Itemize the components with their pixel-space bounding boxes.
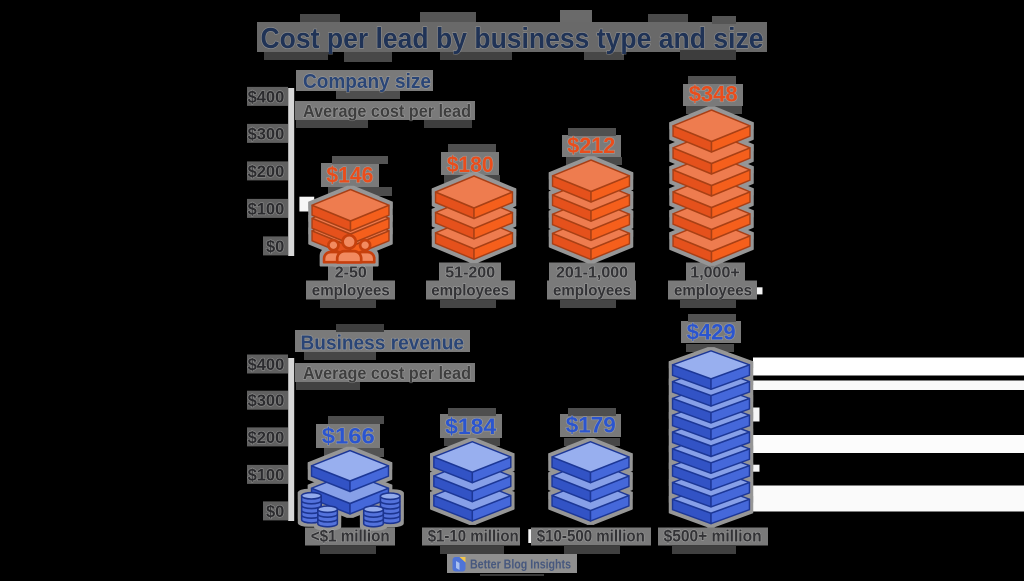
svg-text:$300: $300 <box>248 125 285 143</box>
svg-text:$166: $166 <box>322 424 375 449</box>
svg-text:$200: $200 <box>248 429 285 447</box>
svg-text:Average cost per lead: Average cost per lead <box>303 363 471 383</box>
svg-text:$200: $200 <box>248 163 285 181</box>
svg-text:$200: $200 <box>248 163 285 181</box>
svg-text:$500+ million: $500+ million <box>664 527 762 546</box>
svg-text:Company size: Company size <box>303 70 431 93</box>
svg-text:$1-10 million: $1-10 million <box>428 527 519 546</box>
svg-text:$184: $184 <box>445 414 497 439</box>
svg-text:1,000+: 1,000+ <box>690 264 739 281</box>
svg-text:$180: $180 <box>447 152 494 177</box>
svg-text:$300: $300 <box>248 392 285 410</box>
svg-text:$400: $400 <box>248 356 285 374</box>
svg-text:51-200: 51-200 <box>445 264 495 281</box>
svg-text:$0: $0 <box>266 503 284 521</box>
svg-text:2-50: 2-50 <box>335 264 367 281</box>
svg-text:$10-500 million: $10-500 million <box>537 527 645 546</box>
svg-text:$0: $0 <box>266 503 284 521</box>
svg-text:$429: $429 <box>687 319 736 344</box>
svg-text:$400: $400 <box>248 88 285 106</box>
svg-text:Business revenue: Business revenue <box>301 331 465 354</box>
svg-text:employees: employees <box>431 282 509 299</box>
svg-text:Cost per lead by business type: Cost per lead by business type and size <box>261 23 764 55</box>
svg-text:$212: $212 <box>567 133 615 158</box>
svg-text:$212: $212 <box>567 133 615 158</box>
svg-text:employees: employees <box>431 282 509 299</box>
svg-text:$100: $100 <box>248 466 285 484</box>
svg-text:Company size: Company size <box>303 70 431 93</box>
svg-text:employees: employees <box>553 282 631 299</box>
svg-text:$180: $180 <box>447 152 494 177</box>
svg-text:$100: $100 <box>248 200 285 218</box>
svg-text:$146: $146 <box>326 163 373 188</box>
svg-text:Average cost per lead: Average cost per lead <box>303 101 471 121</box>
svg-text:201-1,000: 201-1,000 <box>556 264 628 281</box>
svg-text:employees: employees <box>312 282 390 299</box>
svg-text:Better Blog Insights: Better Blog Insights <box>470 558 571 572</box>
svg-text:Cost per lead by business type: Cost per lead by business type and size <box>261 23 764 55</box>
svg-text:2-50: 2-50 <box>335 264 367 281</box>
svg-text:$429: $429 <box>687 319 736 344</box>
svg-text:$0: $0 <box>266 238 284 256</box>
svg-text:employees: employees <box>674 282 752 299</box>
svg-text:$179: $179 <box>566 413 616 438</box>
svg-text:Average cost per lead: Average cost per lead <box>303 363 471 383</box>
svg-text:$300: $300 <box>248 392 285 410</box>
svg-text:$300: $300 <box>248 125 285 143</box>
svg-text:$348: $348 <box>689 82 738 107</box>
svg-text:$184: $184 <box>445 414 497 439</box>
svg-text:$0: $0 <box>266 238 284 256</box>
svg-text:$1-10 million: $1-10 million <box>428 527 519 546</box>
svg-text:$179: $179 <box>566 413 616 438</box>
svg-text:<$1 million: <$1 million <box>311 527 390 546</box>
svg-text:$500+ million: $500+ million <box>664 527 762 546</box>
svg-text:201-1,000: 201-1,000 <box>556 264 628 281</box>
svg-text:$100: $100 <box>248 466 285 484</box>
svg-text:employees: employees <box>674 282 752 299</box>
svg-text:<$1 million: <$1 million <box>311 527 390 546</box>
svg-text:$200: $200 <box>248 429 285 447</box>
svg-text:51-200: 51-200 <box>445 264 495 281</box>
svg-text:$166: $166 <box>322 424 375 449</box>
svg-text:employees: employees <box>553 282 631 299</box>
svg-text:$400: $400 <box>248 88 285 106</box>
svg-text:$100: $100 <box>248 200 285 218</box>
svg-text:Average cost per lead: Average cost per lead <box>303 101 471 121</box>
svg-text:$10-500 million: $10-500 million <box>537 527 645 546</box>
svg-text:1,000+: 1,000+ <box>690 264 739 281</box>
svg-text:$348: $348 <box>689 82 738 107</box>
svg-text:$400: $400 <box>248 356 285 374</box>
svg-text:$146: $146 <box>326 163 373 188</box>
svg-text:employees: employees <box>312 282 390 299</box>
svg-text:Business revenue: Business revenue <box>301 331 465 354</box>
